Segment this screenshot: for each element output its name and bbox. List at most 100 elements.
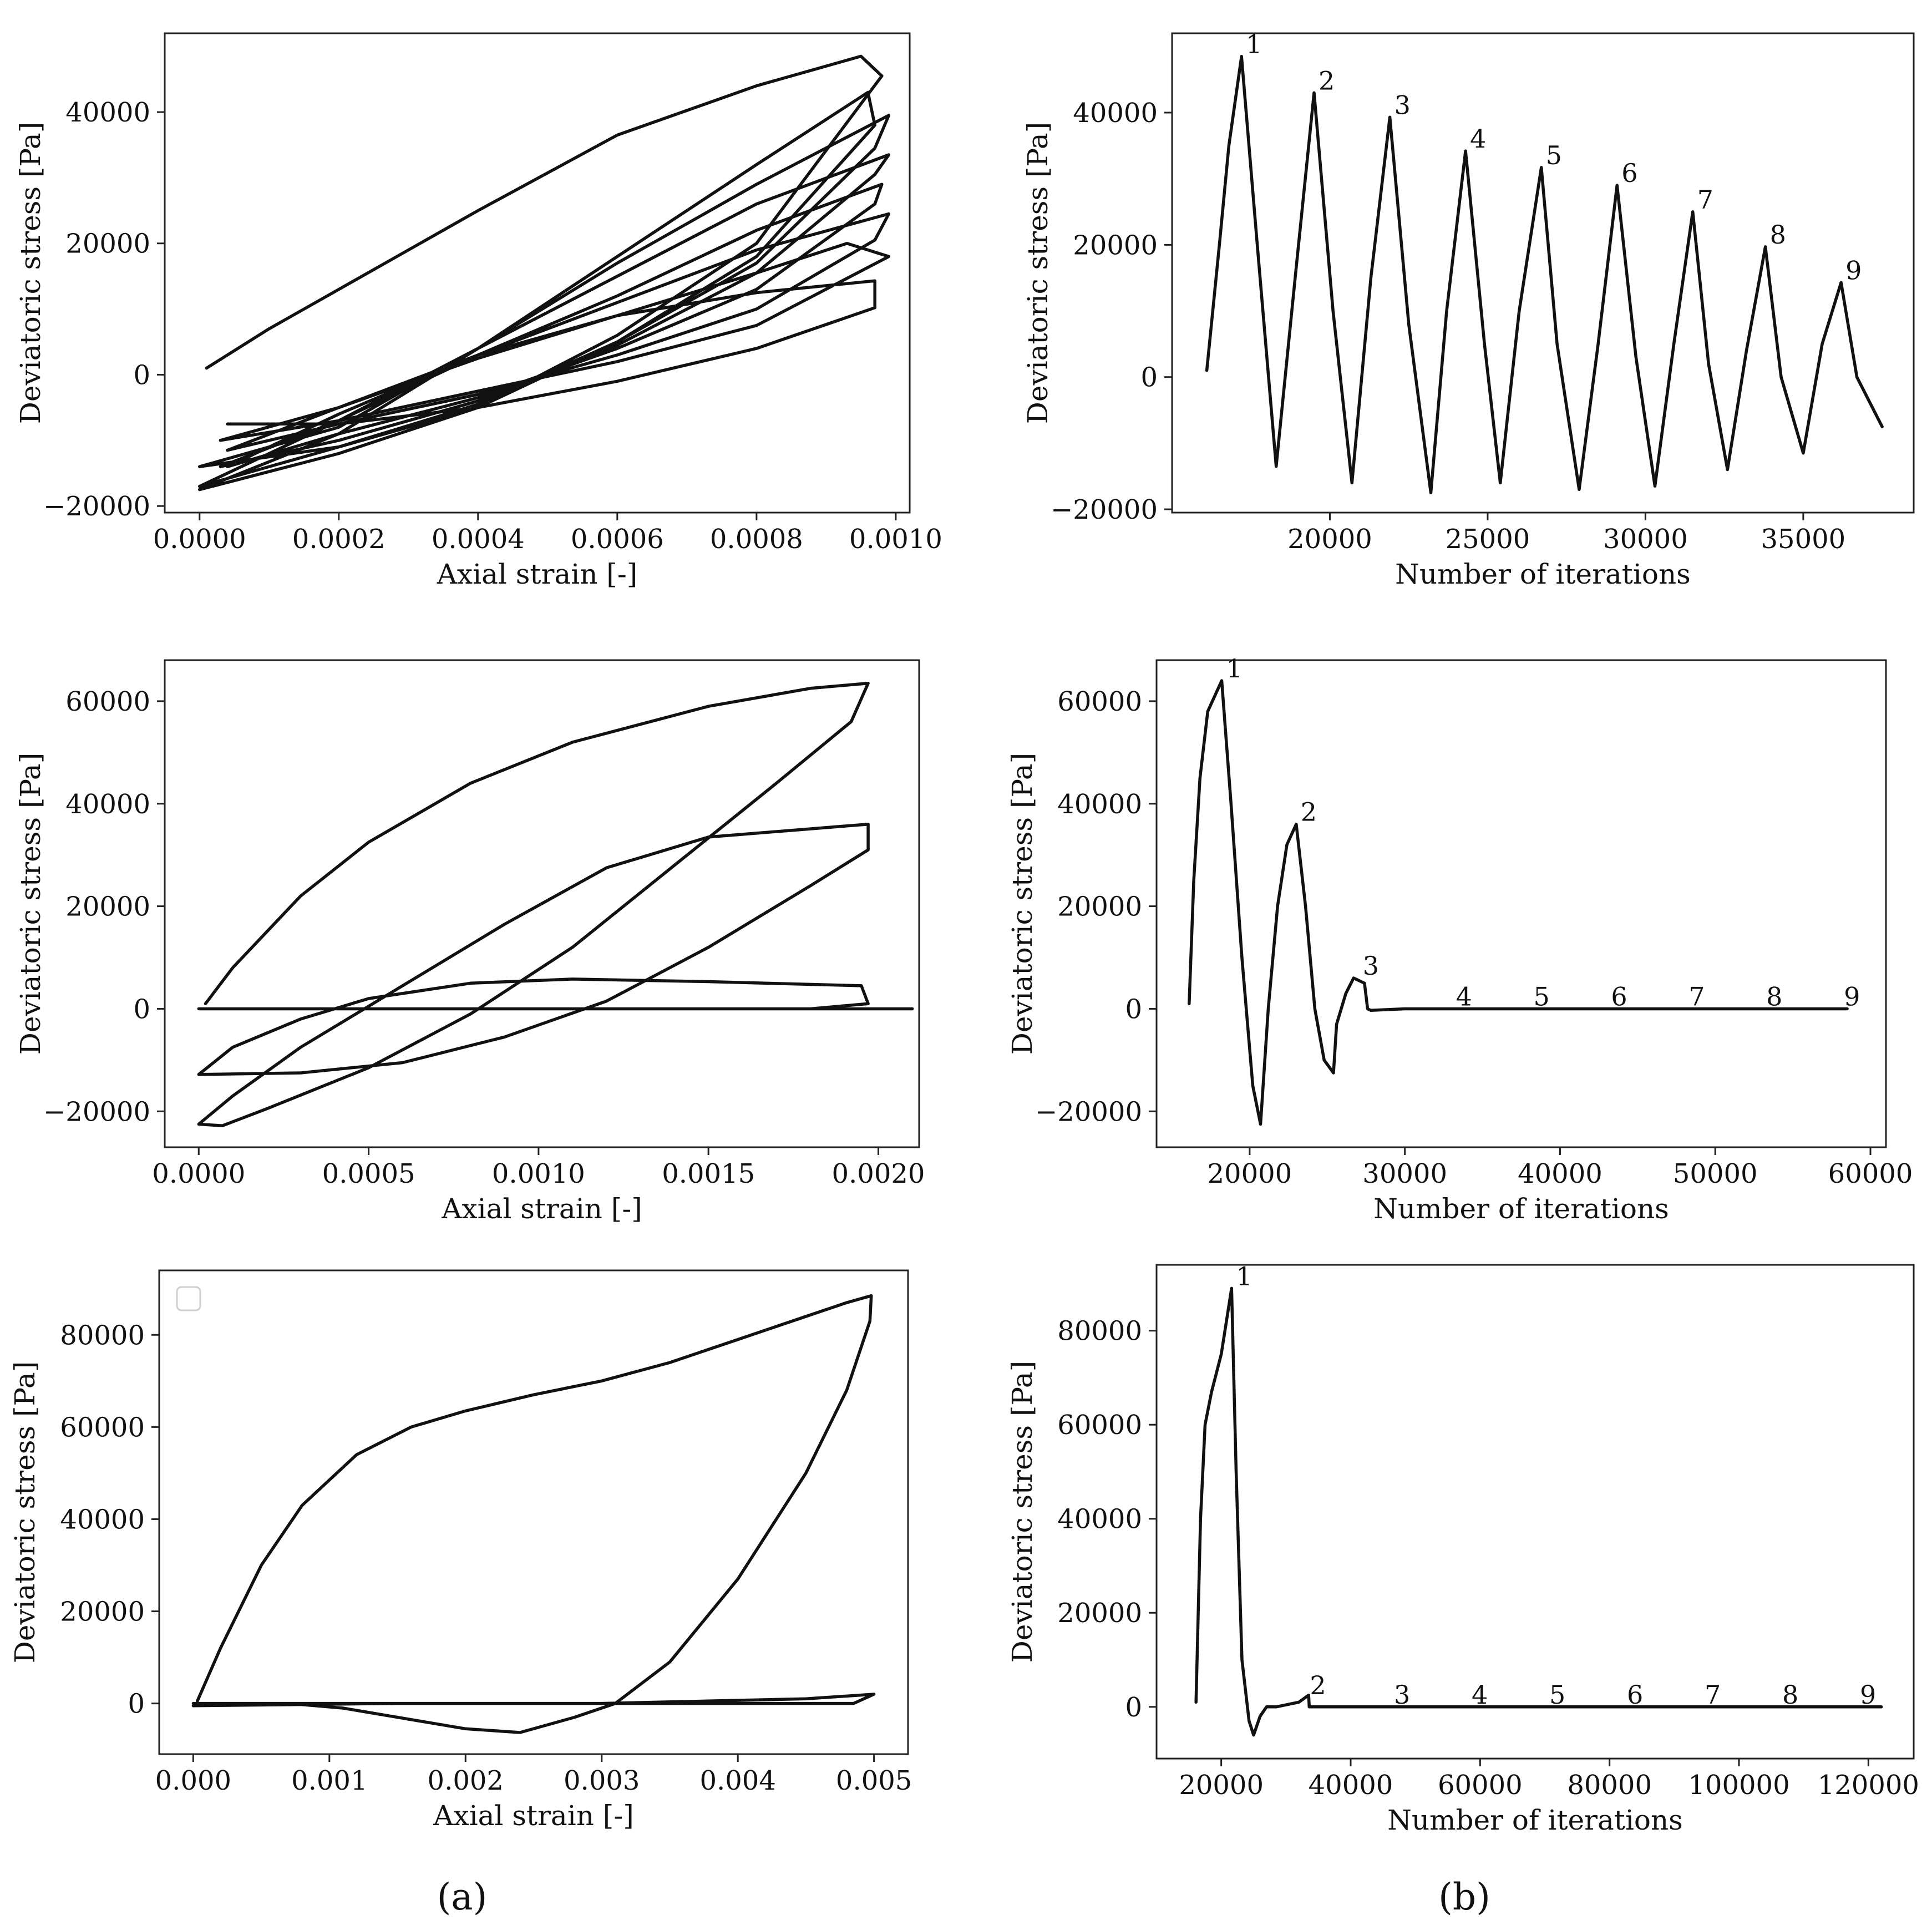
panel-label-b: (b) — [1438, 1876, 1490, 1918]
peak-label: 7 — [1688, 981, 1705, 1011]
plot-frame — [1171, 32, 1915, 514]
x-tick-label: 0.0002 — [292, 524, 386, 555]
y-tick-label: −20000 — [1051, 494, 1158, 525]
y-tick-label: 0 — [133, 994, 150, 1025]
x-tick-label: 25000 — [1446, 524, 1530, 555]
y-tick-label: 60000 — [60, 1412, 145, 1443]
peak-label: 7 — [1705, 1680, 1721, 1710]
x-tick-label: 0.0015 — [662, 1158, 755, 1189]
x-tick-label: 0.0010 — [849, 524, 942, 555]
chart-panels: 0.0000 0.0002 0.000 4 0.0006 0.0008 0.0010 −200… — [9, 29, 1919, 1836]
peak-label: 7 — [1697, 185, 1713, 215]
x-tick-label: 20000 — [1208, 1158, 1292, 1189]
x-axis-title: Number of iterations — [1387, 1804, 1683, 1836]
y-tick-label: 0 — [1125, 994, 1142, 1025]
y-tick-label: 40000 — [65, 789, 150, 820]
x-tick-label: 0.0010 — [492, 1158, 585, 1189]
chart-b2: 20000 30000 40000 50000 60000 −20000 0 20000 400… — [1006, 654, 1913, 1225]
series-line-a3 — [191, 1294, 876, 1734]
peak-label: 3 — [1394, 1680, 1410, 1710]
x-tick-label: 0.0000 — [153, 524, 246, 555]
x-tick-label: 0.0005 — [322, 1158, 415, 1189]
x-tick-label: 30000 — [1603, 524, 1688, 555]
plot-frame — [164, 659, 920, 1148]
x-tick-label: 0.003 — [564, 1765, 640, 1796]
chart-b3: 20000 40000 60000 80000 100000 120000 0 20000 40… — [1006, 1261, 1919, 1836]
y-tick-label: −20000 — [1035, 1096, 1142, 1127]
y-tick-label: 20000 — [65, 229, 150, 260]
y-axis-title: Deviatoric stress [Pa] — [1006, 1361, 1038, 1663]
y-tick-label: 20000 — [1057, 891, 1142, 923]
x-tick-label: 0.0008 — [710, 524, 803, 555]
peak-label: 4 — [1472, 1680, 1488, 1710]
x-tick-label: 80000 — [1567, 1770, 1652, 1801]
x-axis-title: Number of iterations — [1373, 1193, 1669, 1225]
peak-label: 9 — [1844, 981, 1860, 1011]
peak-label: 8 — [1782, 1680, 1798, 1710]
y-axis-title: Deviatoric stress [Pa] — [1022, 122, 1054, 424]
y-axis-title: Deviatoric stress [Pa] — [14, 122, 47, 424]
x-tick-label: 0.000 — [155, 1765, 231, 1796]
peak-label: 9 — [1845, 255, 1862, 285]
y-axis-title: Deviatoric stress [Pa] — [9, 1361, 41, 1663]
x-tick-label: 100000 — [1688, 1770, 1789, 1801]
y-tick-label: 0 — [1125, 1692, 1142, 1723]
x-tick-label: 60000 — [1828, 1158, 1913, 1189]
y-tick-label: 0 — [133, 359, 150, 391]
peak-label: 1 — [1246, 29, 1262, 59]
y-tick-label: 80000 — [60, 1320, 145, 1351]
x-tick-label: 40000 — [1309, 1770, 1393, 1801]
x-tick-label: 35000 — [1761, 524, 1846, 555]
plot-frame — [1155, 1264, 1915, 1760]
x-tick-label: 50000 — [1673, 1158, 1758, 1189]
x-tick-label: 0.002 — [428, 1765, 504, 1796]
plot-frame — [158, 1269, 909, 1755]
peak-label: 9 — [1860, 1680, 1876, 1710]
chart-a2: 0.0000 0.0005 0.0010 0.0015 0.0020 −20000 0 200… — [14, 659, 925, 1225]
chart-a1: 0.0000 0.0002 0.0004 0.0006 0.0008 0.0010 −200… — [14, 32, 942, 590]
y-tick-label: 0 — [1140, 362, 1158, 393]
y-tick-label: 20000 — [1073, 230, 1158, 261]
peak-label: 8 — [1770, 220, 1786, 250]
panel-label-a: (a) — [437, 1876, 488, 1918]
peak-label: 8 — [1766, 981, 1782, 1011]
y-tick-label: 0 — [128, 1689, 145, 1720]
y-tick-label: 20000 — [65, 891, 150, 923]
peak-label: 4 — [1456, 981, 1472, 1011]
x-axis-title: Number of iterations — [1395, 558, 1691, 590]
peak-label: 4 — [1470, 124, 1486, 154]
peak-label: 1 — [1236, 1261, 1252, 1291]
x-tick-label: 20000 — [1287, 524, 1372, 555]
series-line-b1 — [1205, 54, 1884, 494]
x-tick-label: 0.0006 — [571, 524, 664, 555]
x-tick-label: 0.0020 — [832, 1158, 925, 1189]
series-line-a2 — [197, 681, 914, 1127]
x-axis-title: Axial strain [-] — [437, 558, 637, 590]
y-axis-title: Deviatoric stress [Pa] — [14, 753, 47, 1055]
peak-label: 5 — [1533, 981, 1549, 1011]
y-tick-label: 80000 — [1057, 1316, 1142, 1347]
chart-a3: 0.000 0.001 0.002 0.003 0.004 0.005 0 20000 4000… — [9, 1269, 912, 1832]
peak-label: 6 — [1627, 1680, 1643, 1710]
y-tick-label: 60000 — [1057, 686, 1142, 717]
peak-label: 1 — [1226, 654, 1243, 683]
x-tick-label: 60000 — [1438, 1770, 1523, 1801]
x-axis-title: Axial strain [-] — [441, 1193, 642, 1225]
y-tick-label: 40000 — [1057, 789, 1142, 820]
series-line-b3 — [1194, 1286, 1883, 1737]
chart-b1: 20000 25000 30000 35000 −20000 0 20000 40000 1 2 3… — [1022, 29, 1915, 590]
y-tick-label: 40000 — [60, 1504, 145, 1535]
peak-label: 2 — [1301, 797, 1317, 827]
x-tick-label: 0.005 — [836, 1765, 912, 1796]
peak-label: 6 — [1621, 158, 1637, 188]
y-tick-label: 40000 — [1073, 98, 1158, 129]
peak-label: 5 — [1549, 1680, 1565, 1710]
y-tick-label: 60000 — [1057, 1410, 1142, 1441]
y-tick-label: 20000 — [1057, 1598, 1142, 1629]
y-tick-label: −20000 — [43, 491, 150, 522]
x-tick-label: 40000 — [1518, 1158, 1603, 1189]
peak-label: 2 — [1310, 1670, 1326, 1700]
y-tick-label: 40000 — [65, 97, 150, 128]
